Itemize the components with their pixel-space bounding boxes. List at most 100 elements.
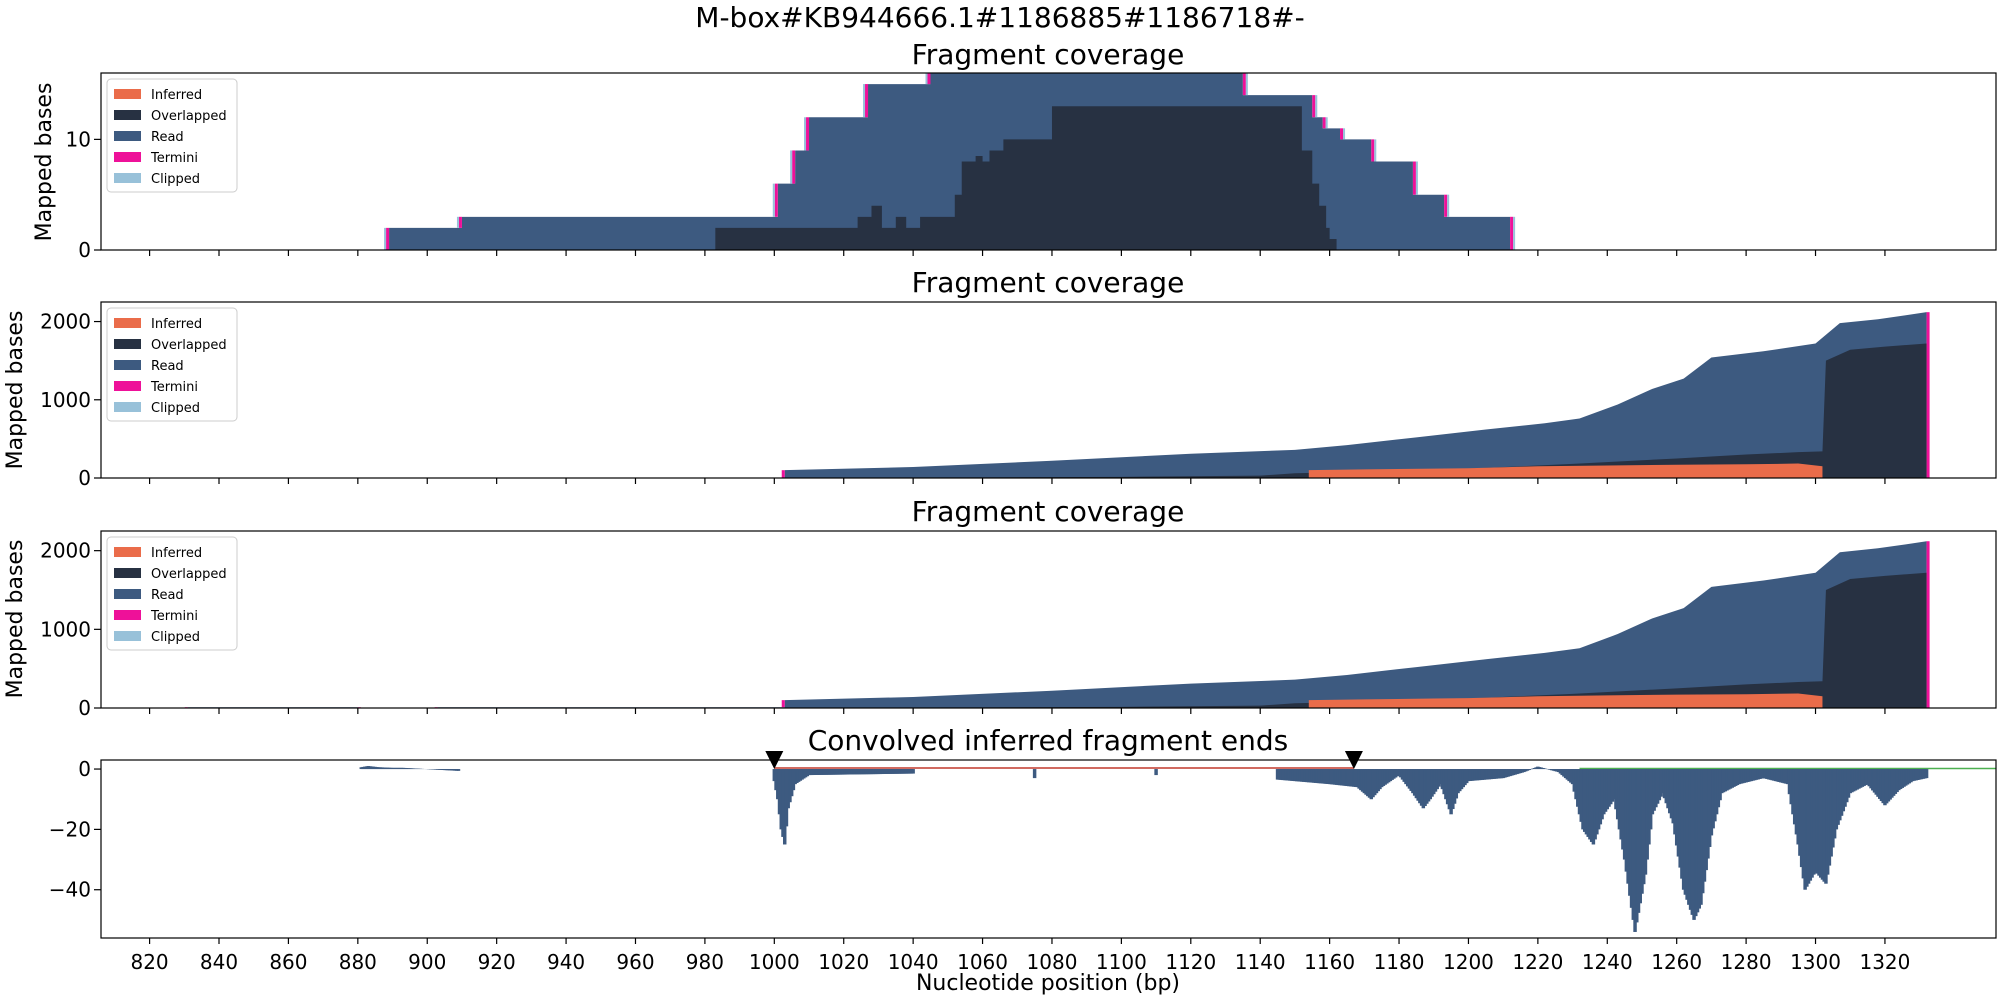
bar	[1759, 769, 1764, 779]
termini-mark	[1510, 216, 1514, 250]
x-tick-label: 1200	[1443, 950, 1494, 974]
panel-1-ylabel: Mapped bases	[32, 83, 57, 242]
panel-1-title: Fragment coverage	[912, 38, 1185, 71]
bar	[1395, 769, 1400, 777]
x-tick-label: 1060	[957, 950, 1008, 974]
legend-swatch-read	[114, 131, 141, 141]
axes-frame	[100, 530, 1997, 709]
legend-label-read: Read	[151, 130, 184, 145]
legend: Inferred Overlapped Read Termini Clipped	[106, 307, 238, 422]
x-tick-label: 1280	[1721, 950, 1772, 974]
series-inferred-area	[1308, 693, 1823, 708]
y-tick-label: 2000	[40, 310, 91, 334]
bar	[1707, 769, 1712, 847]
legend-label-termini: Termini	[150, 151, 198, 166]
termini-mark	[927, 73, 931, 85]
series-overlapped-area	[784, 572, 1927, 708]
clipped-mark	[804, 117, 807, 151]
clipped-mark	[1245, 73, 1248, 96]
termini-mark	[781, 470, 785, 478]
y-tick-label: 0	[78, 696, 91, 720]
x-tick-label: 1300	[1790, 950, 1841, 974]
bar	[1589, 769, 1594, 842]
axes-frame	[100, 759, 1997, 939]
coverage-panel-3: Fragment coverage Mapped bases 0 1000 2000…	[3, 495, 1997, 720]
series-inferred-area	[1308, 463, 1823, 478]
bar	[1367, 769, 1372, 798]
clipped-mark	[1415, 161, 1418, 195]
bar	[1735, 769, 1740, 786]
x-tick-label: 1320	[1859, 950, 1910, 974]
bar	[1864, 769, 1868, 786]
y-tick-label: 0	[78, 757, 91, 781]
bar	[1569, 769, 1573, 783]
legend: Inferred Overlapped Read Termini Clipped	[106, 536, 238, 651]
y-tick-label: 1000	[40, 388, 91, 412]
panel-3-ylabel: Mapped bases	[3, 540, 28, 699]
legend-swatch-overlapped	[114, 339, 141, 349]
convolved-bars	[359, 766, 1929, 932]
y-tick-label: −40	[49, 878, 91, 902]
bar	[1718, 769, 1722, 801]
clipped-mark	[1343, 128, 1346, 140]
legend-label-clipped: Clipped	[151, 172, 200, 187]
legend-label-inferred: Inferred	[151, 88, 202, 103]
termini-mark	[1371, 139, 1375, 162]
termini-mark	[1340, 128, 1344, 140]
bar	[1600, 769, 1604, 820]
bar	[1822, 769, 1826, 882]
bar	[1690, 769, 1695, 915]
y-tick-label: −20	[49, 817, 91, 841]
legend-label-read: Read	[151, 359, 184, 374]
bar	[784, 769, 789, 827]
series-read-area	[187, 541, 1927, 708]
y-tick-label: 0	[78, 466, 91, 490]
legend-swatch-clipped	[114, 631, 141, 641]
bar	[1923, 769, 1927, 779]
termini-mark	[792, 150, 796, 184]
clipped-mark	[1315, 95, 1318, 118]
bar	[1881, 769, 1885, 804]
legend-label-inferred: Inferred	[151, 317, 202, 332]
x-tick-label: 1020	[818, 950, 869, 974]
x-tick-label: 1080	[1027, 950, 1078, 974]
legend-swatch-clipped	[114, 173, 141, 183]
bar	[1499, 769, 1504, 779]
legend-swatch-termini	[114, 610, 141, 620]
axes-frame	[100, 301, 1997, 479]
panel-2-ylabel: Mapped bases	[3, 311, 28, 470]
legend-swatch-overlapped	[114, 568, 141, 578]
plot-area	[184, 541, 1930, 708]
bar	[774, 769, 778, 791]
legend-swatch-read	[114, 360, 141, 370]
bar	[1520, 769, 1524, 773]
legend-swatch-inferred	[114, 318, 141, 328]
x-tick-label: 1040	[888, 950, 939, 974]
termini-mark	[1926, 541, 1930, 708]
legend-box	[106, 78, 238, 193]
termini-mark	[781, 700, 785, 708]
x-tick-label: 1140	[1235, 950, 1286, 974]
legend-box	[106, 307, 238, 422]
termini-mark	[1242, 73, 1246, 96]
series-overlapped-area	[784, 343, 1927, 478]
bar	[1426, 769, 1431, 802]
x-tick-label: 940	[547, 950, 585, 974]
x-tick-label: 820	[130, 950, 168, 974]
termini-mark	[1322, 117, 1326, 129]
clipped-mark	[863, 84, 866, 118]
clipped-mark	[1447, 194, 1450, 217]
clipped-mark	[772, 183, 775, 217]
bar	[1527, 769, 1531, 771]
axes-frame	[100, 72, 1997, 251]
x-tick-label: 1240	[1582, 950, 1633, 974]
x-tick-label: 900	[408, 950, 446, 974]
bar	[1378, 769, 1382, 790]
panel-2-title: Fragment coverage	[912, 266, 1185, 299]
bar	[1697, 769, 1701, 909]
bar	[1812, 769, 1816, 875]
bar	[1409, 769, 1413, 791]
termini-mark	[1191, 51, 1194, 73]
legend-label-overlapped: Overlapped	[151, 338, 227, 353]
bar	[791, 769, 796, 791]
